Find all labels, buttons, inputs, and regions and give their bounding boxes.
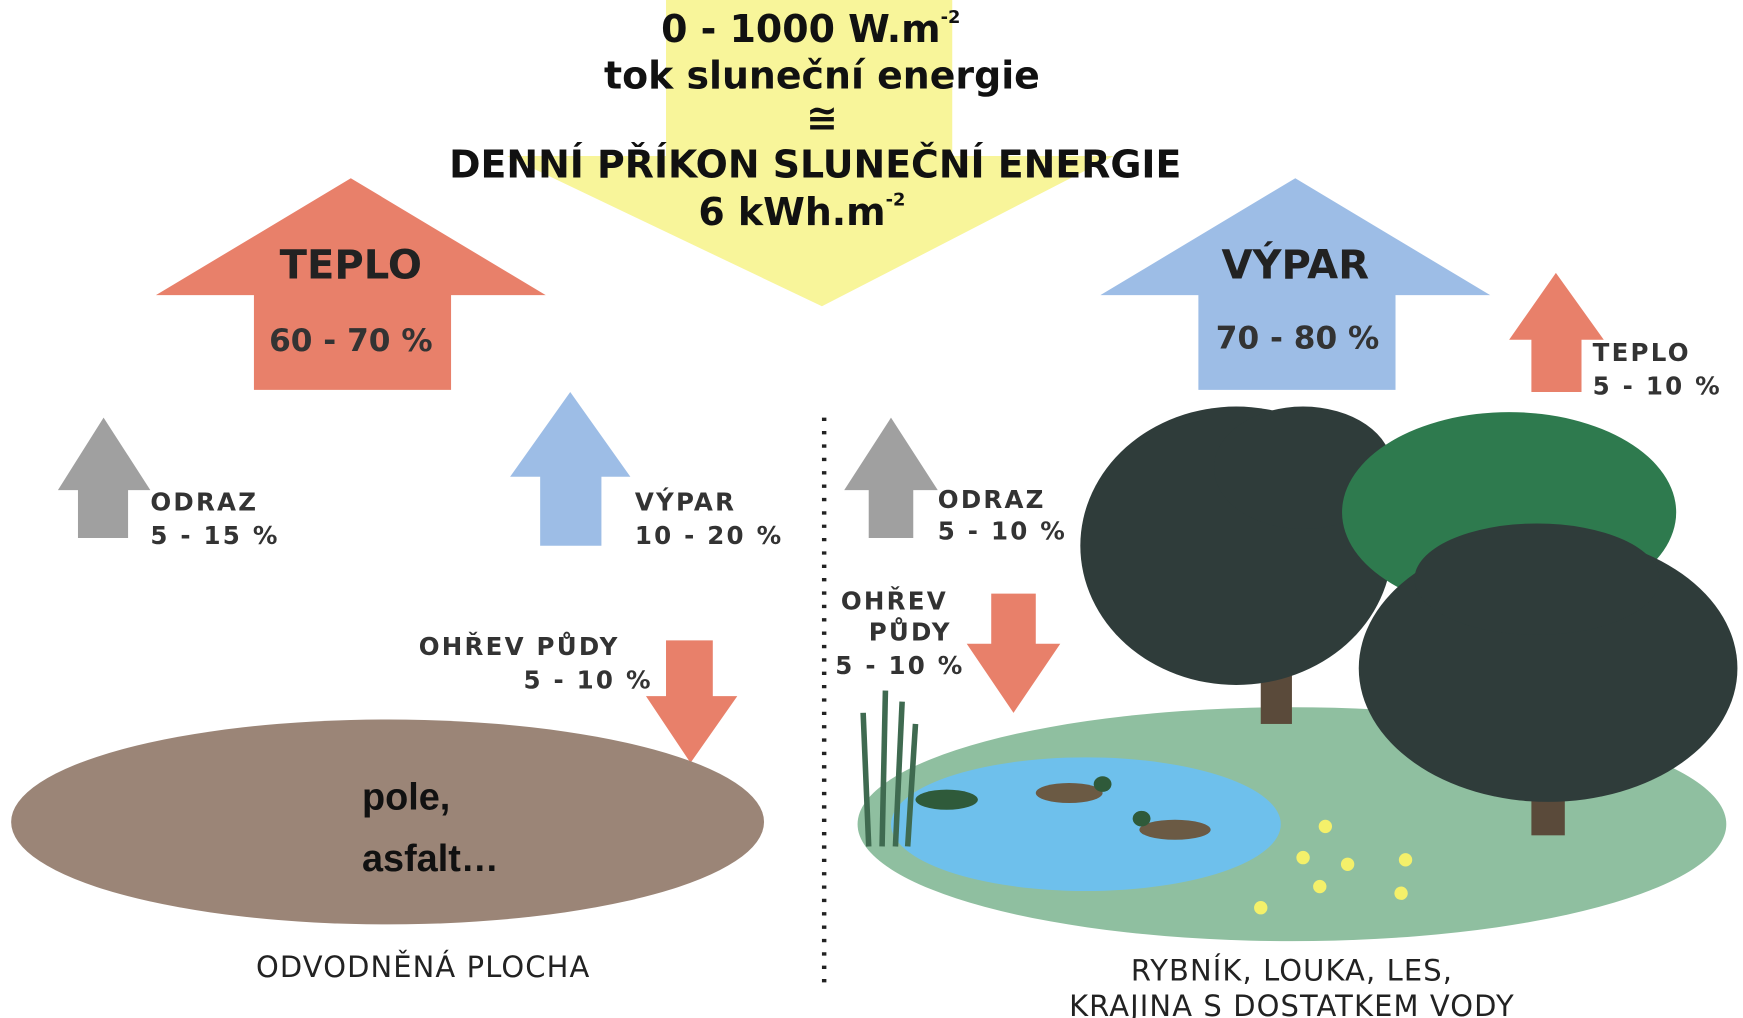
arrow-percent: 5 - 10 %	[835, 651, 964, 680]
arrow-label: OHŘEV	[841, 587, 948, 616]
daily-caption: DENNÍ PŘÍKON SLUNEČNÍ ENERGIE	[449, 143, 1181, 187]
arrow-label: VÝPAR	[1221, 239, 1369, 288]
area-caption: RYBNÍK, LOUKA, LES,	[1131, 953, 1453, 987]
soil-heat-arrow	[967, 594, 1061, 713]
arrow-label: TEPLO	[1593, 338, 1691, 367]
drained-field	[11, 719, 764, 924]
arrow-percent: 5 - 10 %	[1593, 372, 1722, 401]
arrow-percent: 5 - 10 %	[938, 516, 1067, 545]
flux-exponent: -2	[941, 7, 961, 28]
arrow-label: TEPLO	[280, 242, 422, 288]
flux-label: 0 - 1000 W.m-2	[661, 7, 960, 51]
arrow-percent: 5 - 15 %	[150, 521, 279, 550]
daily-label: 6 kWh.m-2	[698, 189, 905, 233]
daily-exponent: -2	[886, 189, 906, 210]
approx-sign: ≅	[806, 96, 838, 140]
pond	[891, 757, 1281, 891]
diagram: 0 - 1000 W.m-2 tok sluneční energie ≅ DE…	[0, 0, 1743, 1018]
arrow-percent: 5 - 10 %	[523, 666, 652, 695]
arrow-label: VÝPAR	[635, 486, 736, 516]
area-caption: ODVODNĚNÁ PLOCHA	[256, 950, 590, 984]
evaporation-arrow-small	[510, 392, 630, 546]
daily-value: 6 kWh.m	[698, 189, 885, 233]
arrow-label: PŮDY	[869, 617, 952, 647]
reflection-arrow	[844, 418, 938, 538]
heat-arrow-small	[1509, 273, 1604, 392]
reflection-arrow	[58, 418, 150, 538]
field-label: pole,	[362, 777, 450, 819]
soil-heat-arrow	[646, 640, 737, 763]
flux-value: 0 - 1000 W.m	[661, 7, 940, 51]
area-caption: KRAJINA S DOSTATKEM VODY	[1069, 989, 1515, 1018]
arrow-percent: 60 - 70 %	[269, 323, 432, 359]
arrow-label: OHŘEV PŮDY	[419, 631, 620, 661]
field-label: asfalt…	[362, 838, 499, 880]
arrow-percent: 10 - 20 %	[635, 521, 784, 550]
flux-caption: tok sluneční energie	[604, 53, 1040, 97]
arrow-label: ODRAZ	[938, 485, 1046, 514]
arrow-percent: 70 - 80 %	[1216, 321, 1380, 357]
arrow-label: ODRAZ	[150, 487, 258, 516]
